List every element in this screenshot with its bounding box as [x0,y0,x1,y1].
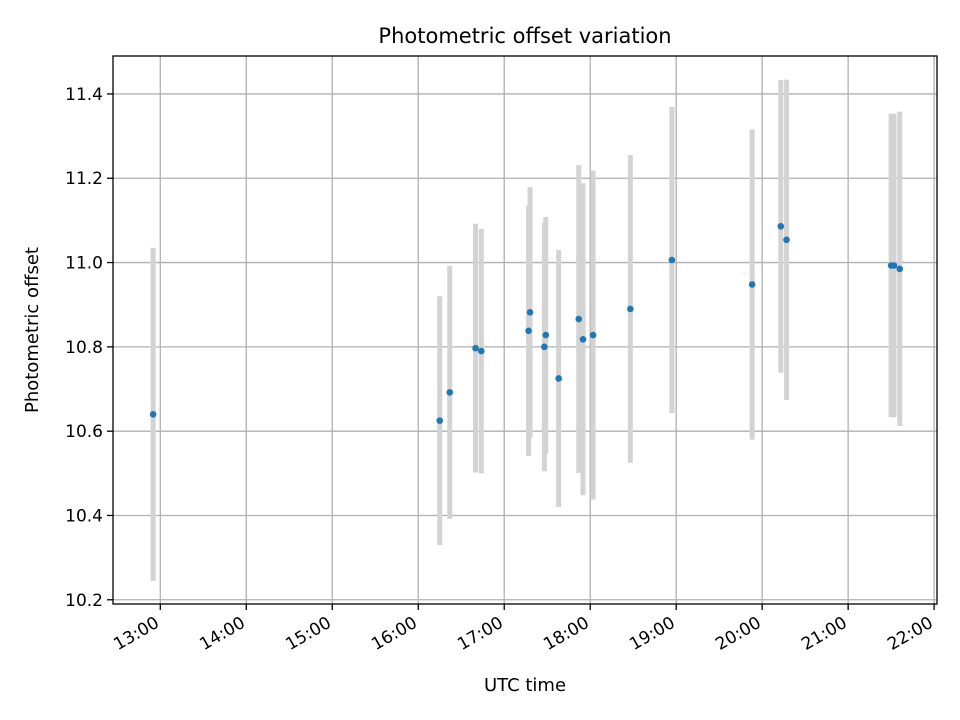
data-point [477,347,485,355]
chart-title: Photometric offset variation [378,24,671,48]
data-point [526,308,534,316]
data-point [777,223,785,230]
data-point [575,315,583,323]
data-point [783,236,790,244]
y-tick-label: 10.8 [65,338,103,358]
data-point [579,335,587,343]
data-point [890,262,898,269]
data-point [542,331,550,339]
y-tick-label: 11.4 [65,85,103,105]
data-point [668,256,676,264]
data-point [555,375,562,382]
data-point [436,417,444,424]
data-point [472,344,479,352]
data-point [896,265,904,273]
data-point [541,343,548,351]
y-tick-label: 11.0 [65,254,103,274]
plot-area-frame [112,55,938,605]
y-axis-title: Photometric offset [22,247,43,413]
y-tick-label: 10.4 [65,506,103,526]
y-tick-label: 10.2 [65,591,103,611]
data-points [149,223,904,424]
grid [113,56,937,604]
data-point [446,389,454,396]
y-tick-label: 11.2 [65,169,103,189]
data-point [627,305,634,313]
y-tick-label: 10.6 [65,422,103,442]
data-point [525,327,532,335]
data-point [748,281,756,288]
data-point [589,331,597,339]
x-axis-title: UTC time [484,675,566,696]
y-axis-ticks: 10.2 10.4 10.6 10.8 11.0 11.2 11.4 [65,85,113,611]
data-point [149,411,157,418]
